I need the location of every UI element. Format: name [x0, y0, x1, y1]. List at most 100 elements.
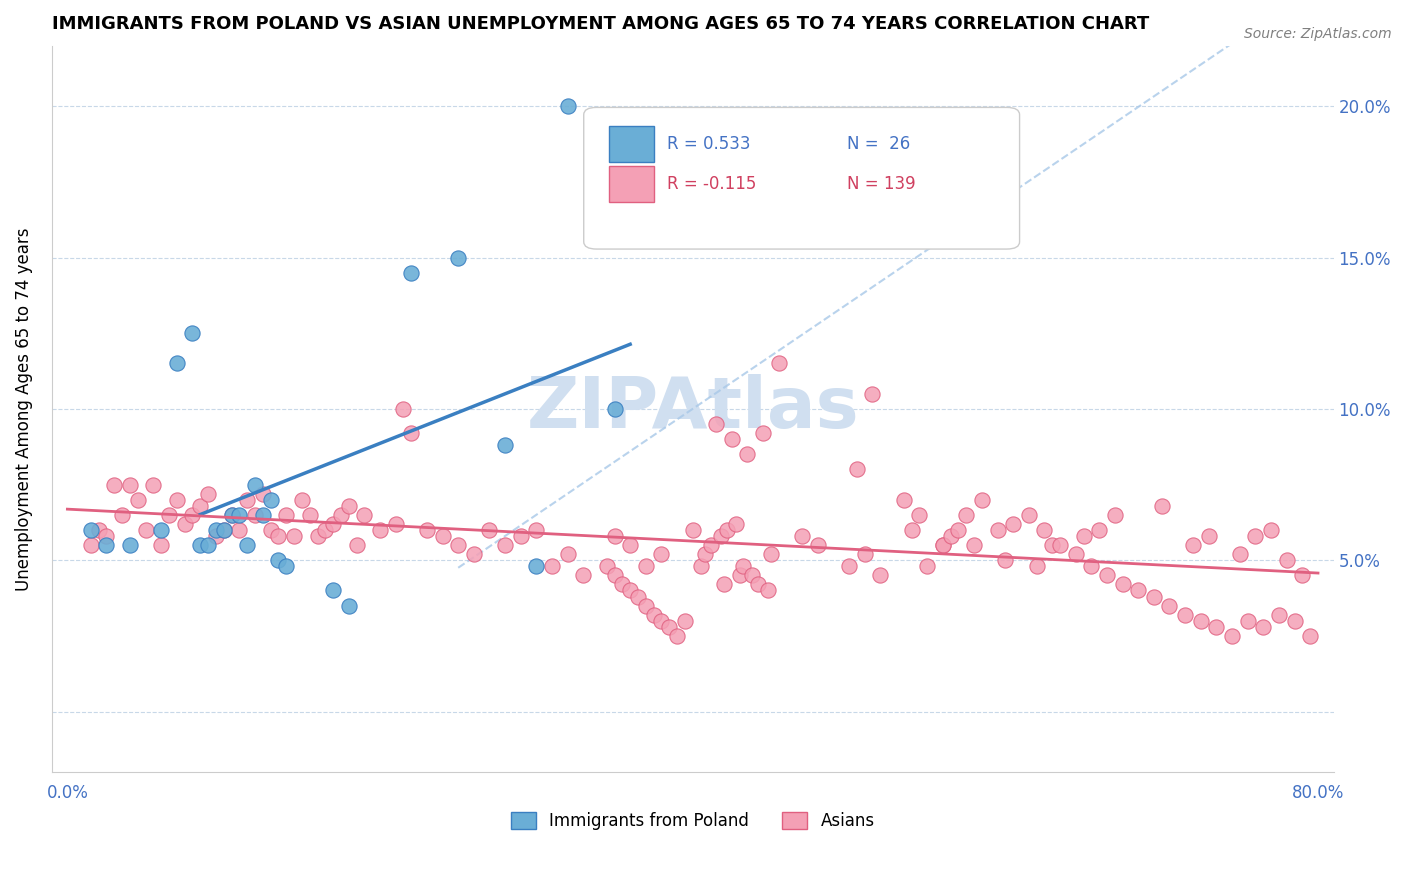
Point	[1275, 553, 1298, 567]
Point	[716, 523, 738, 537]
Point	[142, 477, 165, 491]
Point	[87, 523, 110, 537]
Point	[557, 99, 579, 113]
Point	[1260, 523, 1282, 537]
Point	[862, 386, 884, 401]
FancyBboxPatch shape	[609, 166, 654, 202]
Point	[1253, 620, 1275, 634]
Point	[283, 529, 305, 543]
Point	[166, 492, 188, 507]
Point	[127, 492, 149, 507]
Text: N = 139: N = 139	[846, 175, 915, 193]
Point	[118, 538, 141, 552]
Point	[1064, 547, 1087, 561]
Point	[603, 401, 626, 416]
Point	[731, 559, 754, 574]
Point	[853, 547, 876, 561]
Point	[1229, 547, 1251, 561]
Point	[970, 492, 993, 507]
Point	[1080, 559, 1102, 574]
Point	[572, 568, 595, 582]
Point	[963, 538, 986, 552]
Text: R = 0.533: R = 0.533	[666, 135, 751, 153]
Point	[948, 523, 970, 537]
Point	[673, 614, 696, 628]
Point	[166, 356, 188, 370]
Point	[869, 568, 891, 582]
Point	[1018, 508, 1040, 522]
Point	[752, 426, 775, 441]
Point	[368, 523, 391, 537]
Point	[353, 508, 375, 522]
Point	[1299, 629, 1322, 643]
Point	[1104, 508, 1126, 522]
Point	[157, 508, 180, 522]
Point	[759, 547, 782, 561]
Point	[80, 523, 103, 537]
Point	[700, 538, 723, 552]
Point	[710, 529, 733, 543]
Point	[747, 577, 769, 591]
Point	[228, 508, 250, 522]
Point	[524, 559, 547, 574]
Point	[314, 523, 336, 537]
Text: R = -0.115: R = -0.115	[666, 175, 756, 193]
Legend: Immigrants from Poland, Asians: Immigrants from Poland, Asians	[503, 805, 882, 837]
Point	[197, 486, 219, 500]
Text: N =  26: N = 26	[846, 135, 910, 153]
Point	[603, 529, 626, 543]
Point	[728, 568, 751, 582]
Point	[713, 577, 735, 591]
Point	[756, 583, 779, 598]
Point	[197, 538, 219, 552]
Point	[1159, 599, 1181, 613]
Point	[236, 538, 259, 552]
Point	[634, 599, 657, 613]
Point	[243, 508, 266, 522]
Point	[509, 529, 531, 543]
Point	[725, 516, 748, 531]
Point	[80, 538, 103, 552]
Point	[205, 523, 228, 537]
Point	[267, 553, 290, 567]
Point	[666, 629, 689, 643]
Point	[1143, 590, 1166, 604]
Point	[173, 516, 195, 531]
Point	[322, 516, 344, 531]
Text: Source: ZipAtlas.com: Source: ZipAtlas.com	[1244, 27, 1392, 41]
Point	[1002, 516, 1025, 531]
Text: IMMIGRANTS FROM POLAND VS ASIAN UNEMPLOYMENT AMONG AGES 65 TO 74 YEARS CORRELATI: IMMIGRANTS FROM POLAND VS ASIAN UNEMPLOY…	[52, 15, 1149, 33]
Point	[619, 538, 641, 552]
Point	[955, 508, 977, 522]
Point	[695, 547, 717, 561]
Point	[915, 559, 938, 574]
Point	[612, 577, 634, 591]
Point	[337, 599, 360, 613]
Point	[252, 508, 274, 522]
Point	[135, 523, 157, 537]
Point	[1033, 523, 1056, 537]
Point	[627, 590, 650, 604]
Point	[1236, 614, 1258, 628]
Point	[494, 538, 516, 552]
FancyBboxPatch shape	[583, 107, 1019, 249]
Point	[1088, 523, 1111, 537]
Point	[908, 508, 931, 522]
Point	[447, 538, 470, 552]
Y-axis label: Unemployment Among Ages 65 to 74 years: Unemployment Among Ages 65 to 74 years	[15, 227, 32, 591]
Point	[212, 523, 235, 537]
Point	[150, 538, 173, 552]
Point	[1181, 538, 1204, 552]
Point	[188, 538, 211, 552]
Point	[330, 508, 353, 522]
Point	[96, 529, 118, 543]
Point	[243, 477, 266, 491]
Point	[1128, 583, 1150, 598]
Point	[401, 426, 423, 441]
Point	[768, 356, 790, 370]
Point	[845, 462, 868, 476]
Point	[228, 523, 250, 537]
Point	[252, 486, 274, 500]
Point	[432, 529, 454, 543]
Point	[1198, 529, 1220, 543]
